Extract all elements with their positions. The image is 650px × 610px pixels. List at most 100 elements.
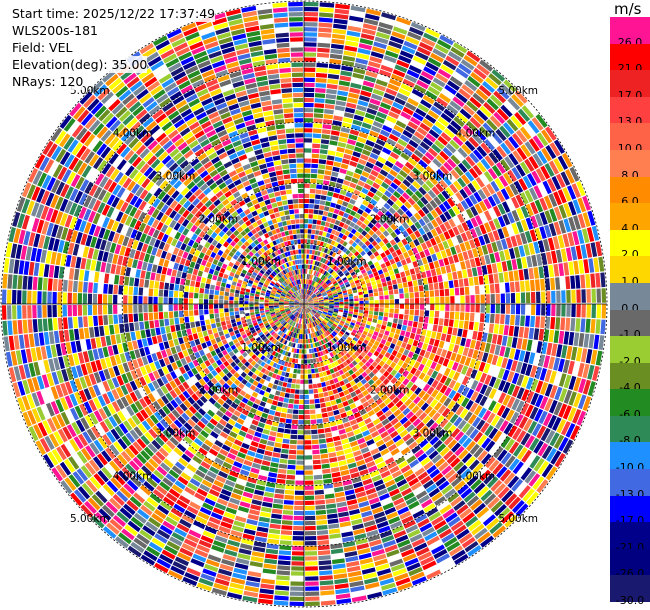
velocity-gate	[369, 304, 374, 308]
velocity-gate	[161, 349, 168, 358]
velocity-gate	[250, 367, 257, 373]
velocity-gate	[541, 304, 546, 316]
velocity-gate	[371, 361, 378, 368]
velocity-gate	[395, 438, 405, 447]
velocity-gate	[279, 354, 285, 360]
velocity-gate	[346, 431, 355, 438]
velocity-gate	[304, 480, 314, 485]
velocity-gate	[184, 486, 196, 496]
velocity-gate	[229, 497, 240, 505]
velocity-gate	[178, 457, 189, 467]
velocity-gate	[294, 500, 304, 506]
velocity-gate	[390, 405, 398, 413]
velocity-gate	[436, 443, 447, 453]
velocity-gate	[221, 414, 230, 422]
velocity-gate	[435, 476, 447, 487]
velocity-gate	[540, 427, 551, 442]
velocity-gate	[206, 324, 212, 330]
velocity-gate	[36, 390, 45, 405]
velocity-gate	[173, 433, 183, 443]
velocity-gate	[288, 398, 294, 404]
velocity-gate	[57, 279, 63, 292]
velocity-gate	[28, 333, 35, 348]
velocity-gate	[436, 524, 450, 535]
velocity-gate	[495, 417, 505, 430]
velocity-gate	[189, 501, 201, 511]
velocity-gate	[365, 487, 377, 495]
velocity-gate	[110, 428, 121, 440]
velocity-gate	[249, 298, 254, 302]
velocity-gate	[355, 334, 361, 339]
velocity-gate	[233, 439, 243, 447]
velocity-gate	[308, 374, 312, 379]
velocity-gate	[321, 412, 328, 418]
velocity-gate	[62, 292, 67, 304]
velocity-gate	[266, 365, 272, 371]
velocity-gate	[298, 313, 301, 319]
velocity-gate	[173, 353, 180, 362]
velocity-gate	[299, 304, 304, 307]
velocity-gate	[194, 549, 209, 558]
velocity-gate	[281, 371, 286, 377]
velocity-gate	[375, 398, 383, 406]
velocity-gate	[264, 300, 269, 303]
velocity-gate	[314, 398, 320, 404]
velocity-gate	[274, 352, 279, 358]
velocity-gate	[186, 432, 196, 441]
velocity-gate	[339, 351, 345, 357]
velocity-gate	[410, 571, 425, 581]
velocity-gate	[252, 332, 258, 337]
velocity-gate	[302, 304, 304, 309]
velocity-gate	[438, 340, 445, 349]
velocity-gate	[558, 330, 565, 344]
velocity-gate	[143, 481, 155, 492]
velocity-gate	[324, 325, 329, 330]
velocity-gate	[50, 401, 60, 415]
velocity-gate	[166, 426, 176, 436]
velocity-gate	[75, 256, 82, 269]
velocity-gate	[105, 463, 117, 476]
velocity-gate	[320, 377, 325, 383]
velocity-gate	[549, 370, 557, 384]
velocity-gate	[261, 316, 267, 320]
velocity-gate	[332, 563, 346, 570]
velocity-gate	[443, 536, 458, 548]
velocity-gate	[331, 324, 336, 329]
velocity-gate	[466, 440, 476, 452]
velocity-gate	[269, 431, 277, 437]
velocity-gate	[443, 450, 454, 461]
velocity-gate	[253, 414, 261, 421]
velocity-gate	[464, 541, 479, 553]
velocity-gate	[311, 434, 319, 440]
velocity-gate	[47, 305, 52, 318]
velocity-gate	[304, 455, 313, 460]
velocity-gate	[411, 576, 427, 586]
velocity-gate	[304, 520, 316, 526]
velocity-gate	[247, 450, 256, 457]
velocity-gate	[328, 309, 334, 312]
velocity-gate	[316, 331, 320, 336]
velocity-gate	[376, 410, 384, 418]
velocity-gate	[536, 425, 547, 439]
velocity-gate	[315, 337, 319, 342]
velocity-gate	[492, 366, 501, 378]
velocity-gate	[414, 378, 422, 387]
velocity-gate	[69, 393, 78, 407]
velocity-gate	[275, 390, 281, 396]
velocity-gate	[47, 418, 57, 432]
velocity-gate	[278, 324, 283, 329]
velocity-gate	[388, 354, 396, 361]
velocity-gate	[259, 401, 266, 407]
velocity-gate	[421, 527, 435, 537]
velocity-gate	[387, 401, 395, 409]
velocity-gate	[224, 308, 229, 313]
velocity-gate	[390, 369, 398, 377]
velocity-gate	[176, 523, 190, 533]
velocity-gate	[400, 464, 411, 474]
velocity-gate	[315, 357, 320, 363]
velocity-gate	[170, 422, 179, 432]
velocity-gate	[595, 319, 601, 334]
velocity-gate	[368, 358, 374, 364]
velocity-gate	[126, 479, 139, 491]
velocity-gate	[520, 402, 530, 415]
